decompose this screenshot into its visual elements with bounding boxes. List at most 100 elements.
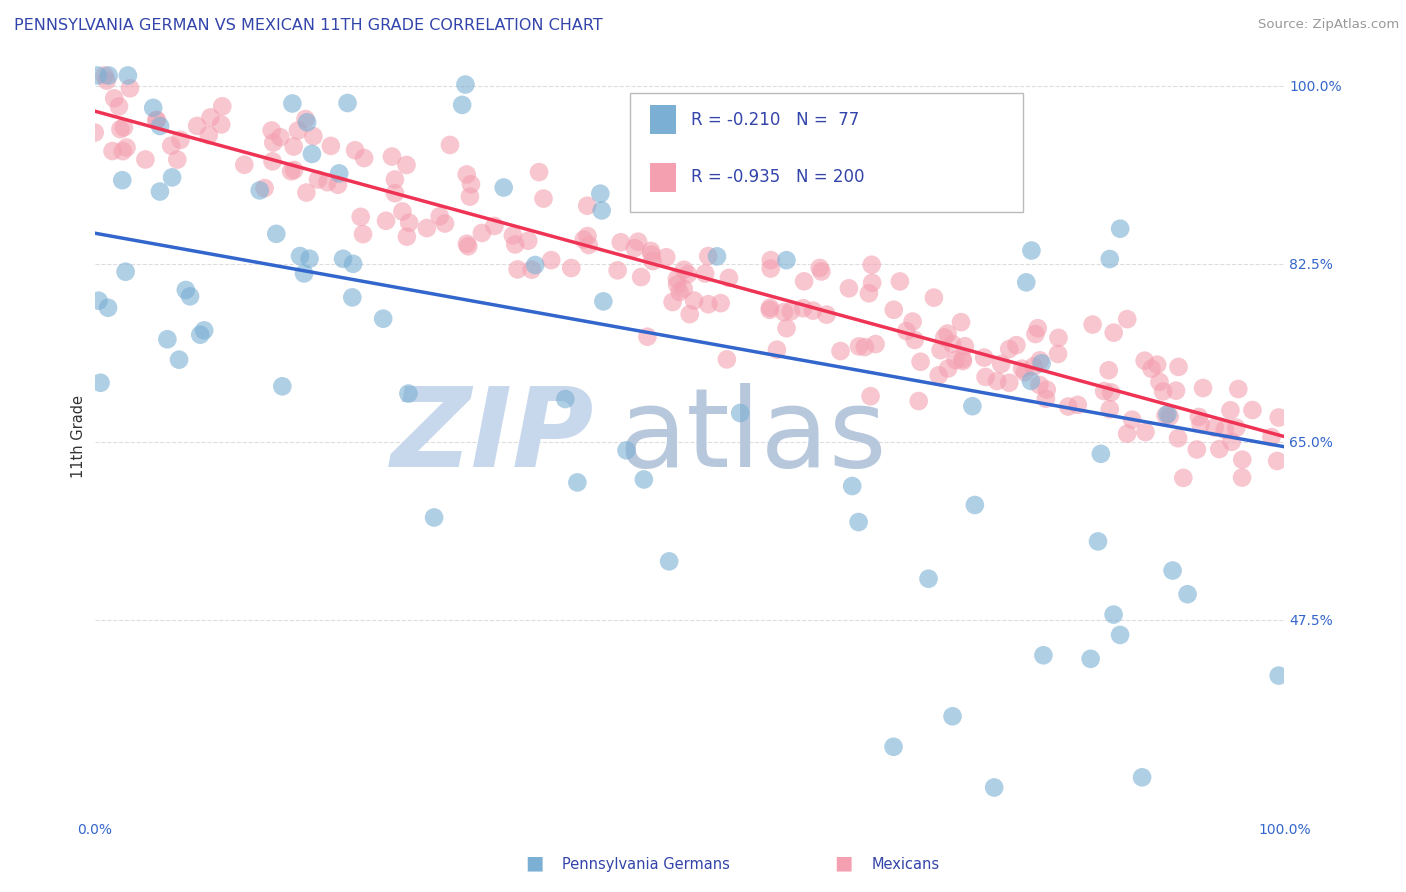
Point xyxy=(149,185,172,199)
Point xyxy=(149,119,172,133)
Point xyxy=(775,253,797,268)
Point xyxy=(773,305,796,319)
Point xyxy=(342,257,364,271)
Point xyxy=(623,241,645,255)
Point xyxy=(848,515,870,529)
Point xyxy=(167,352,190,367)
Point xyxy=(1188,409,1211,424)
Y-axis label: 11th Grade: 11th Grade xyxy=(72,395,86,478)
Point xyxy=(728,406,751,420)
Point xyxy=(160,138,183,153)
Point xyxy=(1022,359,1045,374)
Point xyxy=(1192,381,1215,395)
Point xyxy=(627,235,650,249)
Point xyxy=(395,158,418,172)
Point xyxy=(86,69,108,83)
Point xyxy=(1098,363,1121,377)
Point xyxy=(398,216,420,230)
Point xyxy=(910,355,932,369)
Point xyxy=(253,181,276,195)
Point xyxy=(775,321,797,335)
Point xyxy=(288,249,311,263)
FancyBboxPatch shape xyxy=(630,94,1022,211)
Point xyxy=(572,233,595,247)
Point xyxy=(506,262,529,277)
Point xyxy=(860,258,883,272)
Point xyxy=(266,227,288,241)
Text: ZIP: ZIP xyxy=(391,383,595,490)
Point xyxy=(1189,417,1212,431)
Point xyxy=(841,479,863,493)
Point xyxy=(209,118,232,132)
Point xyxy=(336,95,359,110)
Point xyxy=(200,111,222,125)
Point xyxy=(990,357,1012,371)
Point xyxy=(695,267,717,281)
Point xyxy=(716,352,738,367)
Point xyxy=(156,332,179,346)
Point xyxy=(859,389,882,403)
Point xyxy=(451,98,474,112)
Point xyxy=(1026,321,1049,335)
Point xyxy=(1225,421,1247,435)
Point xyxy=(1161,564,1184,578)
Point xyxy=(112,120,135,135)
Point xyxy=(316,175,339,189)
Point xyxy=(524,258,547,272)
Point xyxy=(706,249,728,263)
Point xyxy=(766,343,789,357)
Point xyxy=(211,99,233,113)
Point xyxy=(1116,312,1139,326)
Point xyxy=(928,368,950,383)
Point xyxy=(661,295,683,310)
Point xyxy=(1015,276,1038,290)
Point xyxy=(110,122,132,136)
Point xyxy=(1092,384,1115,399)
Point xyxy=(517,234,540,248)
Point xyxy=(1177,587,1199,601)
Bar xyxy=(650,104,676,134)
Point xyxy=(640,247,662,261)
Point xyxy=(917,572,939,586)
Point xyxy=(352,227,374,241)
Point xyxy=(1011,361,1033,376)
Point xyxy=(101,144,124,158)
Point xyxy=(610,235,633,250)
Point xyxy=(262,154,284,169)
Point xyxy=(578,238,600,252)
Point xyxy=(1219,403,1241,417)
Point xyxy=(433,217,456,231)
Point xyxy=(145,112,167,127)
Point xyxy=(576,199,599,213)
Point xyxy=(1036,383,1059,397)
Point xyxy=(1267,668,1289,682)
Point xyxy=(197,128,219,142)
Point xyxy=(540,253,562,268)
Point xyxy=(292,267,315,281)
Point xyxy=(458,189,481,203)
Point xyxy=(655,250,678,264)
Point xyxy=(945,353,967,368)
Point xyxy=(1047,347,1070,361)
Point xyxy=(792,301,814,316)
Point xyxy=(193,323,215,337)
Point xyxy=(576,229,599,244)
Point xyxy=(641,254,664,268)
Bar xyxy=(650,163,676,193)
Point xyxy=(111,144,134,158)
Point xyxy=(1152,384,1174,399)
Point xyxy=(115,140,138,154)
Point xyxy=(332,252,354,266)
Point xyxy=(381,150,404,164)
Point xyxy=(1102,326,1125,340)
Point xyxy=(97,69,120,83)
Point xyxy=(307,172,329,186)
Point xyxy=(1116,426,1139,441)
Point xyxy=(630,270,652,285)
Point xyxy=(520,262,543,277)
Point xyxy=(456,168,478,182)
Point xyxy=(527,165,550,179)
Point xyxy=(1208,442,1230,456)
Point xyxy=(1102,607,1125,622)
Point xyxy=(1028,378,1050,392)
